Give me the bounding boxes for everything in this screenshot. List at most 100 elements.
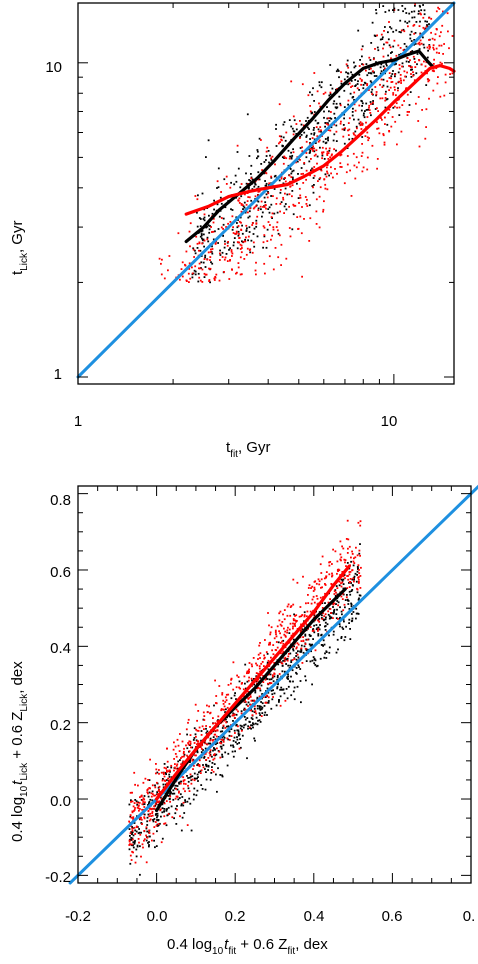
scatter-point bbox=[266, 687, 269, 690]
scatter-point bbox=[300, 232, 303, 235]
scatter-point bbox=[292, 203, 295, 206]
scatter-point bbox=[347, 578, 350, 581]
scatter-point bbox=[260, 705, 262, 708]
scatter-point bbox=[348, 545, 351, 548]
scatter-point bbox=[282, 659, 285, 662]
scatter-point bbox=[192, 739, 195, 741]
scatter-point bbox=[155, 845, 158, 847]
scatter-point bbox=[252, 657, 255, 659]
scatter-point bbox=[428, 16, 430, 19]
scatter-point bbox=[133, 802, 136, 804]
scatter-point bbox=[336, 572, 338, 575]
scatter-point bbox=[245, 224, 248, 227]
scatter-point bbox=[196, 211, 198, 214]
scatter-point bbox=[311, 137, 314, 139]
scatter-point bbox=[224, 727, 227, 729]
scatter-point bbox=[327, 139, 329, 142]
scatter-point bbox=[237, 733, 240, 735]
scatter-point bbox=[256, 680, 259, 682]
scatter-point bbox=[273, 637, 276, 640]
scatter-point bbox=[201, 229, 204, 232]
scatter-point bbox=[408, 111, 410, 113]
scatter-point bbox=[329, 93, 332, 96]
scatter-point bbox=[186, 733, 188, 736]
scatter-point bbox=[408, 65, 410, 67]
scatter-point bbox=[229, 247, 231, 250]
scatter-point bbox=[140, 818, 143, 821]
scatter-point bbox=[406, 114, 409, 116]
scatter-point bbox=[210, 261, 212, 264]
scatter-point bbox=[192, 248, 195, 251]
scatter-point bbox=[264, 639, 266, 641]
scatter-point bbox=[239, 746, 242, 749]
scatter-point bbox=[331, 87, 334, 90]
scatter-point bbox=[415, 72, 418, 75]
scatter-point bbox=[324, 621, 327, 624]
scatter-point bbox=[352, 560, 355, 563]
scatter-point bbox=[200, 739, 202, 742]
scatter-point bbox=[267, 696, 270, 699]
scatter-point bbox=[343, 620, 345, 623]
scatter-point bbox=[220, 741, 223, 744]
scatter-point bbox=[147, 804, 149, 806]
scatter-point bbox=[283, 205, 286, 208]
scatter-point bbox=[237, 676, 240, 678]
scatter-point bbox=[257, 686, 260, 689]
scatter-point bbox=[331, 574, 334, 577]
scatter-point bbox=[249, 248, 252, 251]
scatter-point bbox=[239, 724, 242, 727]
scatter-point bbox=[324, 187, 327, 190]
scatter-point bbox=[230, 181, 232, 184]
scatter-point bbox=[218, 279, 221, 282]
scatter-point bbox=[163, 763, 166, 765]
scatter-point bbox=[387, 54, 389, 57]
scatter-point bbox=[248, 215, 251, 218]
scatter-point bbox=[151, 808, 153, 810]
scatter-point bbox=[293, 686, 296, 689]
scatter-point bbox=[300, 615, 303, 618]
scatter-point bbox=[239, 216, 242, 219]
scatter-point bbox=[338, 584, 341, 587]
scatter-point bbox=[374, 108, 377, 110]
scatter-point bbox=[382, 47, 384, 50]
scatter-point bbox=[433, 38, 436, 41]
scatter-point bbox=[248, 196, 251, 199]
scatter-point bbox=[433, 48, 435, 51]
scatter-point bbox=[240, 210, 243, 213]
scatter-point bbox=[324, 618, 327, 621]
scatter-point bbox=[187, 743, 190, 746]
scatter-point bbox=[205, 226, 208, 229]
scatter-point bbox=[162, 778, 164, 780]
scatter-point bbox=[254, 269, 257, 272]
scatter-point bbox=[386, 80, 389, 83]
scatter-point bbox=[328, 110, 330, 113]
scatter-point bbox=[398, 114, 401, 116]
scatter-point bbox=[361, 79, 363, 81]
scatter-point bbox=[243, 201, 246, 204]
scatter-point bbox=[238, 747, 241, 750]
scatter-point bbox=[151, 812, 154, 814]
scatter-point bbox=[405, 45, 408, 48]
scatter-point bbox=[419, 5, 421, 8]
scatter-point bbox=[320, 169, 323, 172]
scatter-point bbox=[232, 713, 235, 716]
scatter-point bbox=[351, 85, 354, 87]
scatter-point bbox=[259, 670, 261, 673]
scatter-point bbox=[437, 76, 439, 78]
scatter-point bbox=[350, 605, 353, 608]
scatter-point bbox=[246, 227, 248, 230]
scatter-point bbox=[364, 82, 367, 85]
scatter-point bbox=[211, 766, 213, 768]
scatter-point bbox=[310, 132, 313, 135]
scatter-point bbox=[288, 193, 291, 196]
scatter-point bbox=[268, 211, 271, 214]
scatter-point bbox=[319, 186, 322, 189]
scatter-point bbox=[257, 190, 260, 193]
scatter-point bbox=[141, 803, 144, 806]
scatter-point bbox=[197, 764, 200, 767]
scatter-point bbox=[311, 683, 313, 686]
scatter-point bbox=[408, 20, 411, 23]
scatter-point bbox=[261, 706, 264, 709]
scatter-point bbox=[209, 259, 211, 261]
scatter-point bbox=[329, 91, 332, 94]
